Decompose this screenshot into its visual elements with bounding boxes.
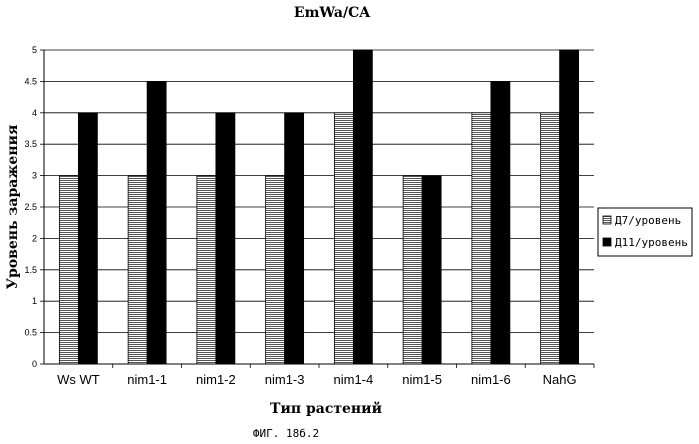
bar-d7 <box>266 176 285 364</box>
bar-d7 <box>197 176 216 364</box>
bar-d11 <box>216 113 235 364</box>
bar-d7 <box>334 113 353 364</box>
chart-title: EmWa/CA <box>294 5 371 21</box>
y-tick-label: 2.5 <box>24 202 37 212</box>
x-category-label: nim1-3 <box>265 372 305 387</box>
bar-d11 <box>353 50 372 364</box>
y-tick-label: 2 <box>32 233 37 243</box>
legend-label-d11: Д11/уровень <box>615 236 688 249</box>
x-category-label: nim1-2 <box>196 372 236 387</box>
bar-d11 <box>422 176 441 364</box>
gridlines <box>44 50 594 333</box>
bar-d7 <box>128 176 147 364</box>
bar-d11 <box>491 81 510 364</box>
bar-d11 <box>285 113 304 364</box>
bar-d11 <box>147 81 166 364</box>
y-tick-label: 4 <box>32 108 37 118</box>
x-category-label: nim1-5 <box>402 372 442 387</box>
legend-label-d7: Д7/уровень <box>615 214 681 227</box>
bar-d7 <box>541 113 560 364</box>
y-tick-label: 3.5 <box>24 139 37 149</box>
y-tick-label: 0.5 <box>24 328 37 338</box>
x-category-label: nim1-6 <box>471 372 511 387</box>
x-category-label: nim1-4 <box>334 372 374 387</box>
legend: Д7/уровень Д11/уровень <box>598 208 692 256</box>
y-tick-label: 1 <box>32 296 37 306</box>
x-category-labels: Ws WT nim1-1 nim1-2 nim1-3 nim1-4 nim1-5 nim1-… <box>57 372 577 387</box>
y-tick-label: 1.5 <box>24 265 37 275</box>
x-axis-title: Тип растений <box>270 400 382 417</box>
bar-d11 <box>560 50 579 364</box>
axes <box>40 50 594 368</box>
x-category-label: nim1-1 <box>127 372 167 387</box>
bar-d11 <box>78 113 97 364</box>
figure-caption: ФИГ. 18б.2 <box>253 427 319 440</box>
bar-d7 <box>59 176 78 364</box>
y-axis-title: Уровень заражения <box>5 125 21 290</box>
bar-d7 <box>472 113 491 364</box>
bar-d7 <box>403 176 422 364</box>
y-tick-label: 3 <box>32 171 37 181</box>
y-tick-label: 4.5 <box>24 76 37 86</box>
legend-swatch-d7 <box>603 216 611 224</box>
y-tick-labels: 0 0.5 1 1.5 2 2.5 3 3.5 4 4.5 5 <box>24 45 37 369</box>
x-category-label: NahG <box>543 372 577 387</box>
legend-swatch-d11 <box>603 238 611 246</box>
x-category-label: Ws WT <box>57 372 100 387</box>
y-tick-label: 5 <box>32 45 37 55</box>
y-tick-label: 0 <box>32 359 37 369</box>
